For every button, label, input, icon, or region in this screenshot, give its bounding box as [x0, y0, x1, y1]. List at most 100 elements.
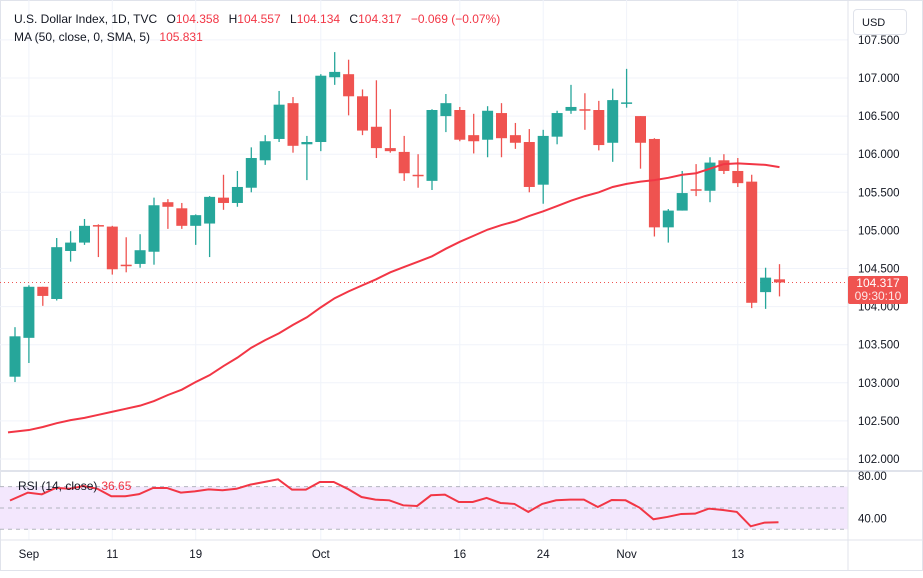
candle-body — [176, 208, 188, 226]
ma-label[interactable]: MA (50, close, 0, SMA, 5) — [14, 30, 151, 44]
candle-body — [496, 113, 507, 139]
candle[interactable] — [315, 74, 327, 152]
high-value: 104.557 — [237, 12, 281, 26]
candle[interactable] — [9, 327, 21, 383]
time-axis[interactable]: Sep 11 19 Oct 16 24 Nov 13 — [19, 549, 745, 561]
price-tick-label: 102.500 — [858, 416, 900, 428]
candle[interactable] — [621, 68, 633, 108]
candle[interactable] — [662, 209, 674, 243]
candle[interactable] — [370, 80, 382, 159]
rsi-tick-label: 40.00 — [858, 514, 887, 526]
candle[interactable] — [482, 106, 494, 158]
price-tick-label: 104.500 — [858, 264, 900, 276]
last-price-value: 104.317 — [856, 276, 900, 290]
candle[interactable] — [607, 88, 619, 162]
currency-button[interactable]: USD — [853, 9, 907, 35]
price-tick-label: 103.500 — [858, 340, 900, 352]
time-tick-label: 11 — [106, 549, 118, 561]
candle[interactable] — [134, 234, 146, 268]
candle[interactable] — [329, 52, 341, 85]
candle[interactable] — [301, 135, 313, 181]
candle[interactable] — [690, 164, 702, 197]
candle-body — [565, 106, 577, 111]
candle-body — [468, 135, 480, 142]
candle-body — [384, 148, 396, 152]
candle[interactable] — [774, 264, 785, 297]
candle[interactable] — [204, 196, 216, 258]
bar-countdown: 09:30:10 — [854, 289, 902, 303]
symbol-title[interactable]: U.S. Dollar Index, 1D, TVC — [14, 12, 158, 26]
candle[interactable] — [551, 110, 563, 145]
candle[interactable] — [218, 174, 229, 210]
candle[interactable] — [37, 286, 49, 306]
candle-body — [690, 189, 702, 191]
candle[interactable] — [496, 103, 507, 158]
candle-body — [760, 277, 772, 293]
candle-body — [412, 174, 424, 177]
candle[interactable] — [579, 93, 591, 130]
candle[interactable] — [65, 231, 77, 262]
candle[interactable] — [162, 199, 174, 229]
candle[interactable] — [148, 197, 160, 265]
candle[interactable] — [426, 109, 438, 191]
candle[interactable] — [190, 214, 202, 245]
rsi-line[interactable] — [9, 478, 779, 528]
candle[interactable] — [120, 237, 132, 273]
price-tick-label: 105.000 — [858, 225, 900, 237]
candle[interactable] — [357, 89, 368, 136]
candle[interactable] — [440, 94, 452, 133]
candle-body — [454, 110, 466, 140]
ma50-line[interactable] — [7, 162, 780, 434]
candle[interactable] — [704, 157, 716, 203]
candle[interactable] — [287, 97, 299, 153]
candle-body — [204, 196, 216, 224]
candle-body — [315, 75, 327, 143]
candle[interactable] — [384, 109, 396, 153]
candle-body — [746, 181, 758, 303]
candle[interactable] — [523, 129, 535, 193]
candle[interactable] — [92, 224, 104, 258]
time-tick-label: Sep — [19, 549, 39, 561]
price-axis[interactable]: 107.500 107.000 106.500 106.000 105.500 105.0… — [858, 35, 900, 466]
candle[interactable] — [398, 135, 410, 181]
candle[interactable] — [746, 174, 758, 309]
candle-body — [106, 226, 118, 270]
rsi-axis[interactable]: 80.00 40.00 — [858, 471, 887, 526]
open-value: 104.358 — [175, 12, 220, 26]
candle[interactable] — [565, 84, 577, 114]
candle[interactable] — [537, 129, 549, 204]
candles — [9, 52, 785, 383]
candle[interactable] — [343, 59, 355, 116]
candle[interactable] — [273, 90, 285, 143]
candle[interactable] — [676, 170, 688, 211]
candle[interactable] — [648, 138, 660, 237]
change-value: −0.069 (−0.07%) — [410, 12, 501, 26]
candle[interactable] — [245, 147, 257, 193]
candle[interactable] — [760, 267, 772, 309]
candle[interactable] — [412, 154, 424, 188]
candle[interactable] — [635, 116, 646, 169]
candle-body — [370, 126, 382, 149]
candle[interactable] — [231, 170, 243, 207]
candle[interactable] — [468, 113, 480, 154]
open-label: O — [166, 12, 176, 26]
candle[interactable] — [509, 122, 521, 149]
candle[interactable] — [23, 285, 35, 363]
price-tick-label: 102.000 — [858, 454, 900, 466]
candle[interactable] — [454, 106, 466, 142]
candle[interactable] — [259, 135, 271, 165]
candle[interactable] — [106, 225, 118, 275]
candle-body — [343, 74, 355, 97]
candle[interactable] — [176, 202, 188, 229]
time-tick-label: 13 — [731, 549, 744, 561]
candle[interactable] — [79, 218, 90, 245]
candle-body — [92, 225, 104, 227]
candle[interactable] — [51, 238, 63, 301]
time-tick-label: 24 — [537, 549, 550, 561]
price-tick-label: 103.000 — [858, 378, 900, 390]
rsi-label[interactable]: RSI (14, close) — [18, 479, 98, 493]
candle-body — [273, 104, 285, 139]
candle[interactable] — [593, 100, 605, 151]
